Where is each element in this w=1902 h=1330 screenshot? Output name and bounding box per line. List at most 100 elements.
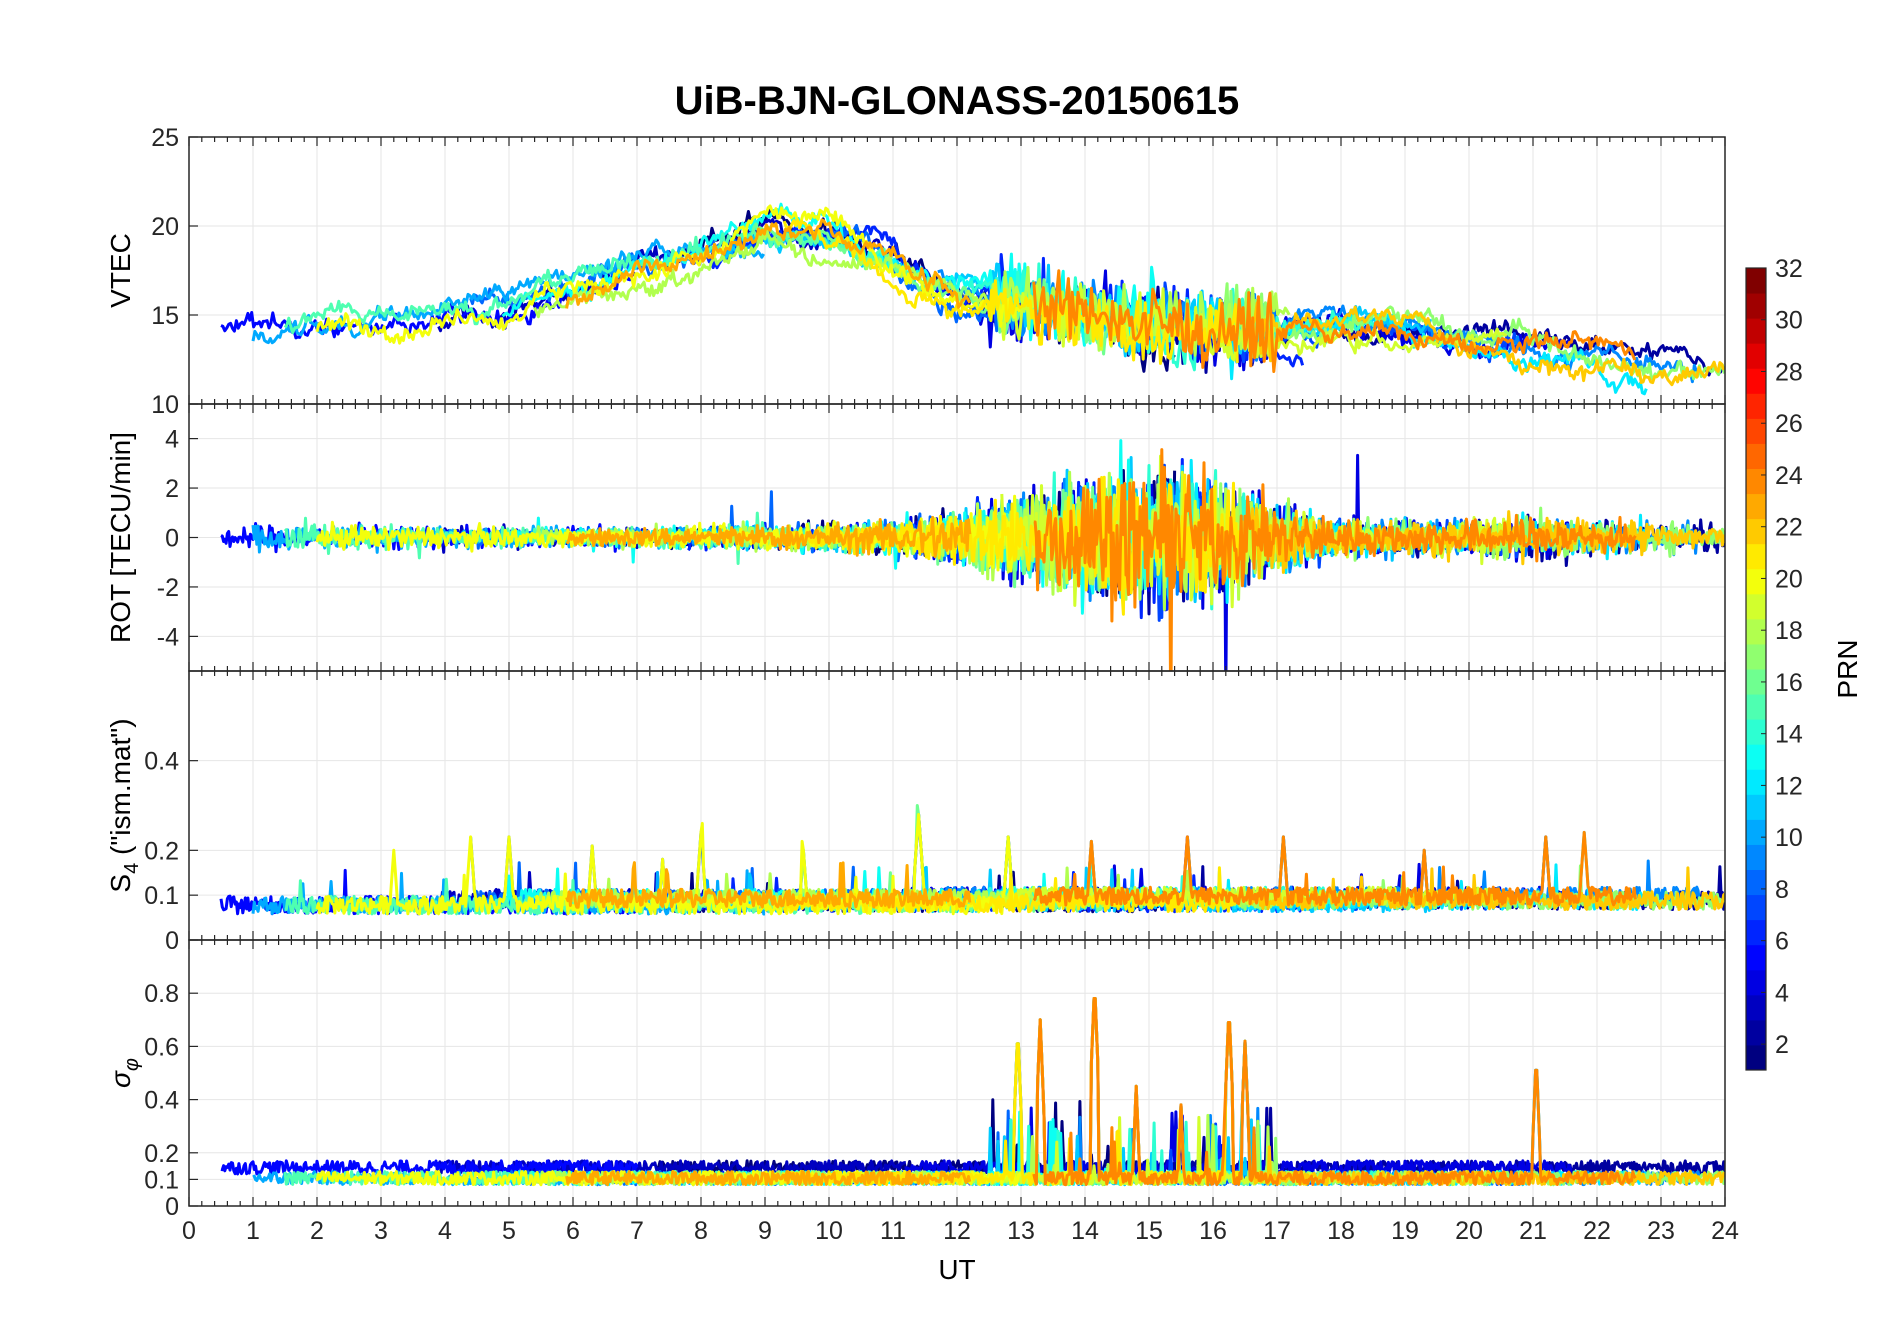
y-tick-label: 25 [151, 124, 179, 152]
y-tick-label: 10 [151, 391, 179, 419]
colorbar-segment [1746, 618, 1766, 645]
series-group [220, 202, 1725, 396]
series-line-prn-23 [565, 515, 972, 559]
x-ticks [188, 137, 1726, 404]
chart-title: UiB-BJN-GLONASS-20150615 [675, 79, 1240, 123]
colorbar-segment [1746, 443, 1766, 469]
y-tick-label: 0 [165, 927, 179, 955]
colorbar-tick-label: 28 [1775, 358, 1803, 386]
colorbar-segment [1746, 944, 1766, 971]
x-tick-label: 5 [502, 1217, 516, 1245]
colorbar-tick-label: 4 [1775, 979, 1789, 1007]
x-tick-label: 1 [246, 1217, 260, 1245]
colorbar-label: PRN [1832, 639, 1863, 698]
x-tick-label: 15 [1135, 1217, 1163, 1245]
colorbar-segment [1746, 894, 1766, 921]
colorbar-segment [1746, 819, 1766, 845]
series-line-prn-24 [1033, 448, 1637, 671]
y-tick-label: 0 [165, 1193, 179, 1221]
x-ticks [188, 671, 1726, 940]
x-tick-label: 6 [566, 1217, 580, 1245]
y-axis-label: σφ [105, 1058, 143, 1088]
panel-1: 10 15 20 25 VTEC [105, 124, 1726, 419]
y-tick-label: 0.1 [144, 1166, 179, 1194]
y-tick-label: 20 [151, 213, 179, 241]
colorbar-tick-label: 24 [1775, 462, 1803, 490]
panel-3: 0 0.1 0.2 0.4S4 ("ism.mat") [105, 670, 1726, 955]
y-tick-label: 2 [165, 475, 179, 503]
series-line-prn-10 [251, 238, 765, 345]
series-line-prn-21 [782, 218, 1239, 365]
x-tick-label: 9 [758, 1217, 772, 1245]
colorbar-segment [1746, 418, 1766, 444]
y-axis-label: ROT [TECU/min] [105, 432, 136, 643]
colorbar-tick-label: 30 [1775, 307, 1803, 335]
x-tick-label: 0 [182, 1217, 196, 1245]
series-line-prn-23 [565, 1169, 972, 1187]
colorbar-segment [1746, 518, 1766, 545]
colorbar-tick-label: 14 [1775, 721, 1803, 749]
series-line-prn-24 [1032, 997, 1637, 1187]
x-tick-label: 19 [1391, 1217, 1419, 1245]
colorbar-tick-label: 2 [1775, 1031, 1789, 1059]
x-ticks [188, 404, 1726, 671]
colorbar-tick-label: 22 [1775, 514, 1803, 542]
colorbar-segment [1746, 869, 1766, 896]
x-tick-label: 3 [374, 1217, 388, 1245]
colorbar-tick-label: 26 [1775, 410, 1803, 438]
series-line-prn-24 [1032, 830, 1637, 907]
series-line-prn-23 [565, 218, 972, 309]
colorbar-segment [1746, 994, 1766, 1021]
series-line-prn-23 [565, 861, 972, 909]
colorbar-segment [1746, 643, 1766, 670]
colorbar-tick-label: 12 [1775, 772, 1803, 800]
colorbar-segment [1746, 293, 1766, 319]
colorbar-segment [1746, 318, 1766, 344]
colorbar-segment [1746, 543, 1766, 570]
colorbar-segment [1746, 1044, 1766, 1071]
colorbar-tick-label: 32 [1775, 255, 1803, 283]
series-line-prn-24 [1032, 269, 1637, 373]
y-tick-label: 0 [165, 525, 179, 553]
x-tick-label: 7 [630, 1217, 644, 1245]
x-tick-label: 22 [1583, 1217, 1611, 1245]
y-tick-label: 15 [151, 302, 179, 330]
y-tick-label: -2 [157, 574, 179, 602]
colorbar-segment [1746, 343, 1766, 369]
x-axis-label: UT [938, 1254, 975, 1285]
series-group [220, 997, 1725, 1187]
x-tick-label: 13 [1007, 1217, 1035, 1245]
colorbar-segment [1746, 593, 1766, 620]
x-tick-label: 14 [1071, 1217, 1099, 1245]
x-tick-label: 2 [310, 1217, 324, 1245]
series-line-prn-5 [220, 1159, 639, 1176]
x-tick-label: 23 [1647, 1217, 1675, 1245]
colorbar-segment [1746, 669, 1766, 695]
x-tick-label: 18 [1327, 1217, 1355, 1245]
colorbar-segment [1746, 694, 1766, 720]
grid [189, 137, 1725, 404]
colorbar-segment [1746, 393, 1766, 419]
y-tick-label: 0.6 [144, 1033, 179, 1061]
y-axis-label: VTEC [105, 233, 136, 308]
y-axis-label: S4 ("ism.mat") [105, 718, 143, 892]
colorbar-tick-label: 6 [1775, 928, 1789, 956]
x-tick-label: 20 [1455, 1217, 1483, 1245]
colorbar-tick-label: 8 [1775, 876, 1789, 904]
colorbar-segment [1746, 844, 1766, 870]
series-line-prn-20 [315, 204, 1021, 345]
x-tick-label: 11 [880, 1217, 906, 1245]
colorbar-segment [1746, 969, 1766, 996]
x-tick-label: 21 [1519, 1217, 1547, 1245]
panel-2: -4 -2 0 2 4 ROT [TECU/min] [105, 403, 1726, 672]
colorbar-segment [1746, 794, 1766, 820]
colorbar-segment [1746, 268, 1766, 294]
colorbar-segment [1746, 719, 1766, 745]
colorbar-frame [1745, 267, 1767, 1071]
y-tick-label: 0.8 [144, 980, 179, 1008]
x-tick-label: 10 [815, 1217, 843, 1245]
y-tick-label: 0.1 [144, 882, 179, 910]
